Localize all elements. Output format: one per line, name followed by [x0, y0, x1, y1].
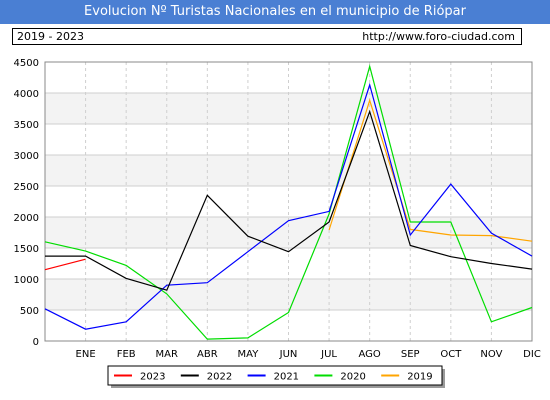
x-tick-label: AGO — [359, 349, 381, 360]
legend-label-2019: 2019 — [407, 372, 432, 383]
x-tick-label: DIC — [523, 349, 541, 360]
plot-band — [45, 279, 532, 310]
x-tick-label: JUN — [279, 349, 298, 360]
legend-label-2022: 2022 — [207, 372, 232, 383]
info-bar: 2019 - 2023 http://www.foro-ciudad.com — [12, 28, 522, 45]
y-tick-label: 2500 — [14, 182, 39, 193]
chart-title: Evolucion Nº Turistas Nacionales en el m… — [0, 0, 550, 24]
plot-frame — [44, 61, 533, 342]
year-range: 2019 - 2023 — [17, 30, 84, 43]
source-url[interactable]: http://www.foro-ciudad.com — [362, 30, 515, 43]
x-tick-label: SEP — [401, 349, 420, 360]
x-tick-label: OCT — [440, 349, 462, 360]
x-tick-label: FEB — [117, 349, 136, 360]
y-tick-label: 1000 — [14, 275, 39, 286]
legend-label-2020: 2020 — [340, 372, 365, 383]
x-tick-label: ENE — [76, 349, 96, 360]
series-line-2023 — [44, 258, 86, 271]
x-tick-label: JUL — [320, 349, 337, 360]
x-tick-label: NOV — [480, 349, 502, 360]
y-tick-label: 4000 — [14, 89, 39, 100]
y-tick-label: 4500 — [14, 58, 39, 69]
series-line-2020 — [44, 63, 533, 340]
y-tick-label: 1500 — [14, 244, 39, 255]
series-line-2022 — [45, 109, 533, 291]
x-tick-label: MAY — [238, 349, 260, 360]
y-tick-label: 500 — [20, 306, 39, 317]
y-tick-label: 3500 — [14, 120, 39, 131]
legend-label-2021: 2021 — [274, 372, 299, 383]
y-tick-label: 3000 — [14, 151, 39, 162]
y-tick-label: 0 — [33, 337, 39, 348]
legend-label-2023: 2023 — [140, 372, 165, 383]
series-line-2021 — [44, 82, 533, 330]
legend-box — [107, 365, 443, 386]
plot-band — [45, 93, 532, 124]
x-tick-label: MAR — [156, 349, 178, 360]
y-tick-label: 2000 — [14, 213, 39, 224]
x-tick-label: ABR — [197, 349, 218, 360]
